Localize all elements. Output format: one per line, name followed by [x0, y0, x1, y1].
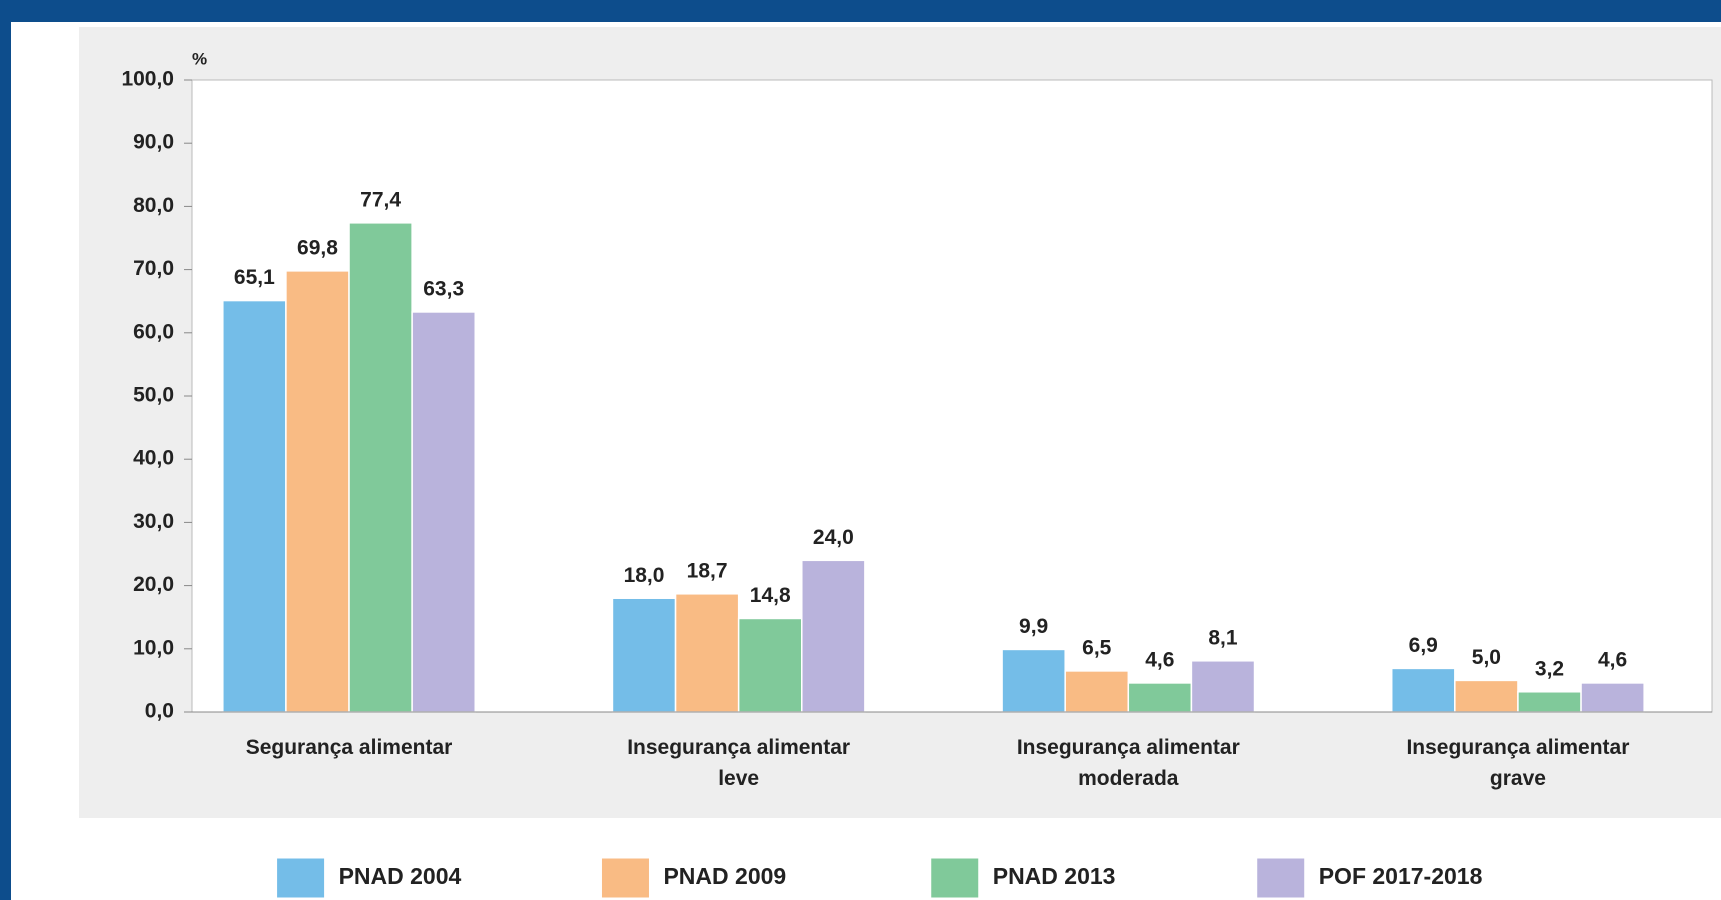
data-label: 4,6	[1598, 648, 1627, 671]
y-tick-label: 70,0	[133, 257, 174, 280]
bar	[1517, 691, 1582, 713]
data-label: 6,9	[1409, 634, 1438, 657]
bar	[801, 559, 866, 713]
data-label: 9,9	[1019, 615, 1048, 638]
bar	[222, 299, 287, 713]
y-tick-label: 90,0	[133, 131, 174, 154]
legend-label: PNAD 2009	[663, 863, 786, 889]
y-tick-label: 20,0	[133, 573, 174, 596]
y-tick-label: 100,0	[121, 68, 174, 91]
legend-label: POF 2017-2018	[1319, 863, 1483, 889]
data-label: 65,1	[234, 266, 275, 289]
frame-left	[0, 0, 11, 900]
y-unit: %	[192, 49, 207, 68]
bar	[1580, 682, 1645, 713]
y-tick-label: 50,0	[133, 384, 174, 407]
bar	[1390, 667, 1456, 713]
data-label: 77,4	[360, 188, 401, 211]
data-label: 6,5	[1082, 636, 1112, 659]
bar	[611, 597, 677, 713]
bar	[411, 311, 477, 713]
legend-label: PNAD 2004	[339, 863, 462, 889]
data-label: 8,1	[1208, 626, 1238, 649]
bar	[1064, 670, 1130, 713]
bar	[1001, 648, 1066, 713]
frame-top	[0, 0, 1721, 22]
data-label: 14,8	[750, 584, 791, 607]
legend-swatch	[1256, 857, 1306, 899]
x-tick-label: Insegurança alimentar leve	[627, 736, 851, 790]
y-tick-label: 0,0	[145, 700, 174, 723]
legend-swatch	[930, 857, 980, 899]
bar	[737, 617, 803, 713]
x-tick-label: Insegurança alimentar grave	[1406, 736, 1630, 790]
legend-swatch	[600, 857, 650, 899]
data-label: 18,0	[624, 564, 665, 587]
y-tick-label: 80,0	[133, 194, 174, 217]
y-tick-label: 40,0	[133, 447, 174, 470]
bar	[1127, 682, 1193, 713]
y-tick-label: 10,0	[133, 636, 174, 659]
bar	[348, 222, 413, 713]
data-label: 63,3	[423, 277, 464, 300]
y-tick-label: 60,0	[133, 320, 174, 343]
bar	[1454, 679, 1519, 713]
data-label: 4,6	[1145, 648, 1174, 671]
data-label: 3,2	[1535, 657, 1564, 680]
data-label: 5,0	[1472, 646, 1501, 669]
legend-label: PNAD 2013	[993, 863, 1116, 889]
y-tick-label: 30,0	[133, 510, 174, 533]
bar	[1190, 660, 1256, 713]
legend-swatch	[276, 857, 326, 899]
data-label: 24,0	[813, 526, 854, 549]
data-label: 18,7	[687, 559, 728, 582]
bar	[285, 270, 350, 713]
bar	[674, 593, 740, 713]
x-tick-label: Insegurança alimentar moderada	[1016, 736, 1240, 790]
data-label: 69,8	[297, 236, 338, 259]
x-tick-label: Segurança alimentar	[245, 736, 453, 759]
